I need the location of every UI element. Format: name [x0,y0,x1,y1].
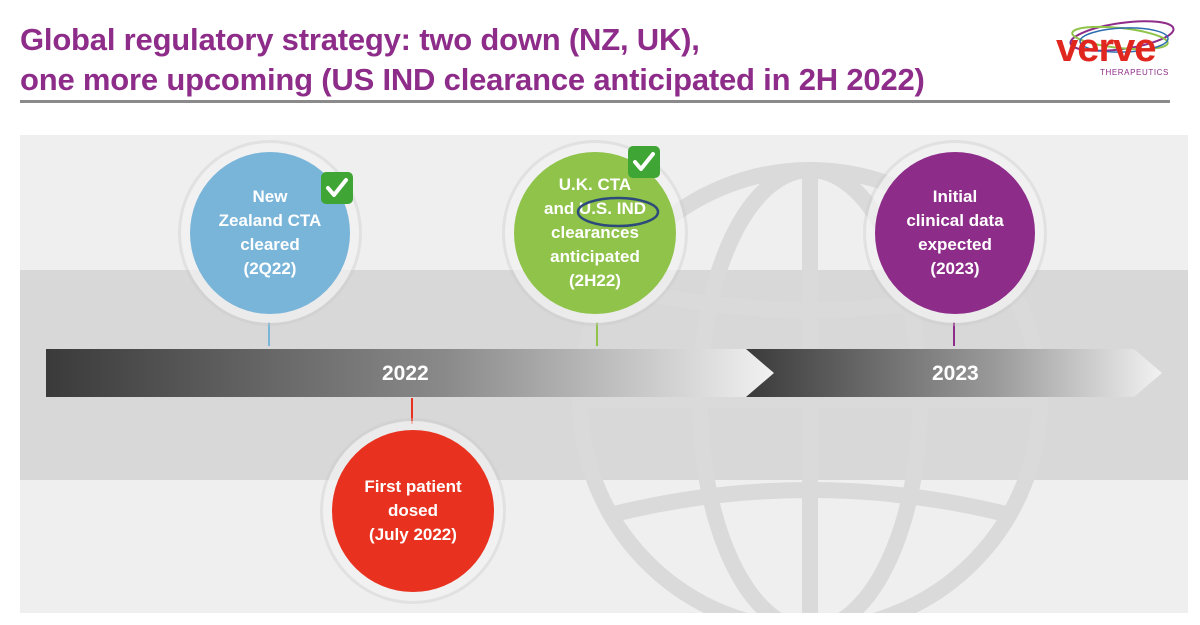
logo-wordmark: verve [1056,26,1157,70]
timeline-segment-2022 [46,349,774,397]
milestone-initial-clinical-data: Initial clinical data expected (2023) [875,152,1035,314]
us-ind-highlight-oval [576,196,660,228]
check-mark-icon [321,172,353,204]
year-label-2023: 2023 [932,362,979,385]
connector-uk [596,322,598,346]
verve-logo: verve THERAPEUTICS [1050,10,1180,90]
connector-initial-data [953,322,955,346]
logo-subtitle: THERAPEUTICS [1100,68,1169,77]
year-label-2022: 2022 [382,362,429,385]
slide-title: Global regulatory strategy: two down (NZ… [20,20,1020,100]
milestone-first-patient-dosed: First patient dosed (July 2022) [332,430,494,592]
timeline-segment-2023 [746,349,1162,397]
title-divider [20,100,1170,103]
check-mark-icon [628,146,660,178]
connector-first-patient [411,398,413,424]
milestone-uk-cta-us-ind: U.K. CTA and U.S. IND clearances anticip… [514,152,676,314]
slide-title-line-1: Global regulatory strategy: two down (NZ… [20,22,700,57]
logo-swoosh-icon [1069,20,1175,53]
slide-title-line-2: one more upcoming (US IND clearance anti… [20,62,925,97]
connector-nz [268,322,270,346]
timeline-arrow [46,349,1162,397]
